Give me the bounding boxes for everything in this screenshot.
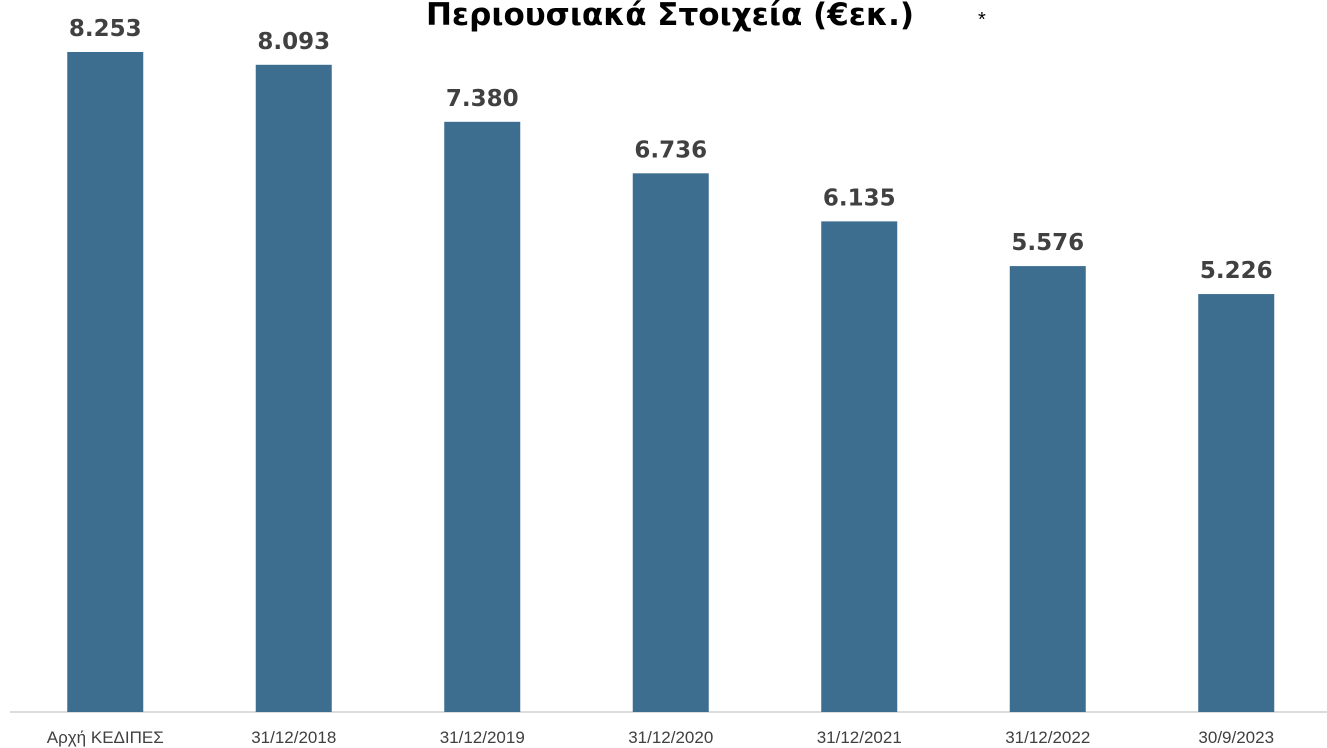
bar [255,64,332,712]
value-label: 5.226 [1200,258,1273,284]
x-tick-label: 31/12/2018 [251,728,336,747]
bar [1198,294,1275,712]
bar [821,221,898,712]
x-tick-label: 31/12/2021 [817,728,902,747]
value-label: 7.380 [446,86,519,112]
value-label: 8.253 [69,16,142,42]
bar [444,121,521,712]
bar [67,52,144,712]
value-label: 6.736 [634,137,707,163]
value-label: 5.576 [1011,230,1084,256]
chart-title: Περιουσιακά Στοιχεία (€εκ.) [426,0,914,33]
x-tick-label: 30/9/2023 [1198,728,1274,747]
x-tick-label: 31/12/2019 [440,728,525,747]
x-tick-label: 31/12/2022 [1005,728,1090,747]
x-tick-label: Αρχή ΚΕΔΙΠΕΣ [47,728,164,747]
bar [632,173,709,712]
x-tick-label: 31/12/2020 [628,728,713,747]
value-label: 6.135 [823,185,896,211]
bar [1009,266,1086,712]
value-label: 8.093 [257,29,330,55]
title-annotation: * [978,9,986,31]
